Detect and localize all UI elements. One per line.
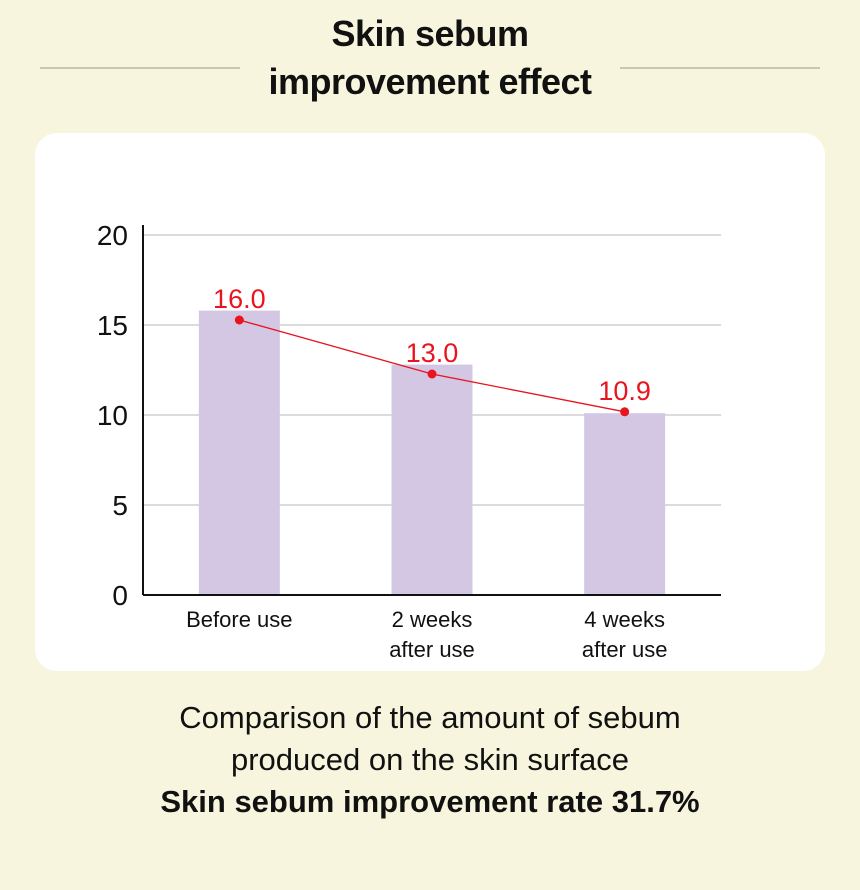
x-tick-label: Before use (186, 607, 292, 632)
title-area: Skin sebum improvement effect (0, 10, 860, 110)
sebum-chart: 0 5 10 15 20 Before use 2 weeks after use 4 week… (97, 220, 721, 662)
data-label: 13.0 (406, 338, 459, 368)
y-tick-label: 0 (112, 580, 128, 611)
y-tick-label: 15 (97, 310, 128, 341)
x-tick-label: 4 weeks after use (582, 607, 668, 662)
data-label: 10.9 (598, 376, 651, 406)
title-divider-right (620, 67, 820, 69)
data-point (234, 315, 244, 325)
bar (198, 310, 280, 595)
bar (584, 413, 666, 595)
chart-title: Skin sebum improvement effect (240, 10, 620, 106)
y-tick-label: 5 (112, 490, 128, 521)
caption-line-1: Comparison of the amount of sebum (179, 700, 681, 735)
y-tick-label: 10 (97, 400, 128, 431)
title-divider-left (40, 67, 240, 69)
y-tick-label: 20 (97, 220, 128, 251)
chart-card: 0 5 10 15 20 Before use 2 weeks after use 4 week… (35, 133, 825, 671)
data-point (620, 407, 630, 417)
data-label: 16.0 (213, 284, 266, 314)
x-tick-label: 2 weeks after use (389, 607, 475, 662)
bar (391, 364, 473, 595)
caption-improvement-rate: Skin sebum improvement rate 31.7% (160, 784, 700, 819)
caption-line-2: produced on the skin surface (230, 742, 630, 777)
title-line-2: improvement effect (268, 61, 592, 102)
title-line-1: Skin sebum (331, 13, 529, 54)
data-point (427, 369, 437, 379)
caption: Comparison of the amount of sebum produc… (0, 697, 860, 823)
